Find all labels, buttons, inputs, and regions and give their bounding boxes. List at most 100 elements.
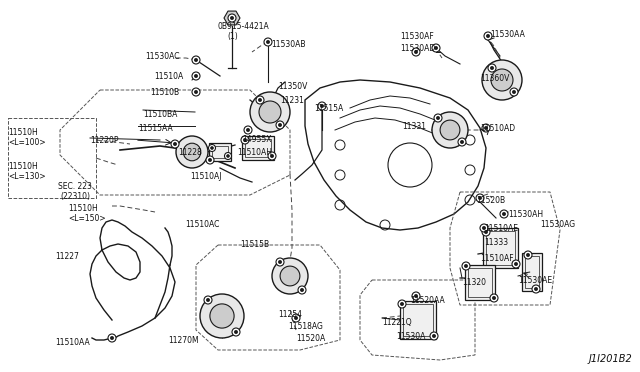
Circle shape	[192, 88, 200, 96]
Circle shape	[266, 41, 269, 44]
Circle shape	[488, 64, 496, 72]
Circle shape	[486, 34, 490, 38]
Circle shape	[490, 294, 498, 302]
Bar	[212, 146, 228, 158]
Text: 11530AA: 11530AA	[490, 30, 525, 39]
Text: 11530AG: 11530AG	[540, 220, 575, 229]
Circle shape	[460, 140, 463, 144]
Circle shape	[250, 92, 290, 132]
Circle shape	[225, 153, 232, 160]
Circle shape	[192, 56, 200, 64]
Circle shape	[484, 230, 488, 234]
Circle shape	[192, 72, 200, 80]
Text: 11227: 11227	[55, 252, 79, 261]
Circle shape	[482, 124, 490, 132]
Text: 11220P: 11220P	[90, 136, 118, 145]
Bar	[242, 136, 274, 160]
Text: 11510H: 11510H	[68, 204, 98, 213]
Bar	[245, 139, 271, 157]
Circle shape	[259, 99, 262, 102]
Text: 11520AA: 11520AA	[410, 296, 445, 305]
Circle shape	[108, 334, 116, 342]
Circle shape	[244, 126, 252, 134]
Circle shape	[484, 32, 492, 40]
Circle shape	[278, 260, 282, 264]
Text: 11530AC: 11530AC	[145, 52, 179, 61]
Text: 14955X: 14955X	[242, 135, 271, 144]
Text: 11530AF: 11530AF	[400, 32, 434, 41]
Circle shape	[270, 154, 274, 158]
Circle shape	[206, 298, 210, 302]
Bar	[468, 267, 492, 296]
Polygon shape	[224, 11, 240, 25]
Text: 11510AF: 11510AF	[480, 254, 514, 263]
Text: 11515AA: 11515AA	[138, 124, 173, 133]
Text: 11530A: 11530A	[396, 332, 426, 341]
Circle shape	[300, 288, 303, 292]
Circle shape	[500, 210, 508, 218]
Text: 11515B: 11515B	[240, 240, 269, 249]
Circle shape	[210, 304, 234, 328]
Text: 11510AJ: 11510AJ	[190, 172, 221, 181]
Circle shape	[462, 262, 470, 270]
Text: 11510B: 11510B	[150, 88, 179, 97]
Text: 11510AC: 11510AC	[185, 220, 220, 229]
Circle shape	[430, 332, 438, 340]
Circle shape	[434, 114, 442, 122]
Bar	[8, 118, 96, 198]
Text: 11510AA: 11510AA	[55, 338, 90, 347]
Circle shape	[398, 300, 406, 308]
Circle shape	[526, 253, 530, 257]
Circle shape	[204, 296, 212, 304]
Circle shape	[232, 328, 240, 336]
Circle shape	[171, 140, 179, 148]
Text: 11520B: 11520B	[476, 196, 505, 205]
Circle shape	[200, 294, 244, 338]
Circle shape	[272, 258, 308, 294]
Circle shape	[502, 212, 506, 216]
Text: 11510AE: 11510AE	[484, 224, 518, 233]
Circle shape	[276, 258, 284, 266]
Text: 11510AD: 11510AD	[480, 124, 515, 133]
Circle shape	[280, 266, 300, 286]
Circle shape	[228, 14, 236, 22]
Circle shape	[412, 48, 420, 56]
Circle shape	[111, 336, 114, 340]
Circle shape	[532, 285, 540, 293]
Circle shape	[482, 228, 490, 236]
Circle shape	[513, 90, 516, 94]
Text: 11510AH: 11510AH	[237, 148, 272, 157]
Circle shape	[480, 224, 488, 232]
Text: 11333: 11333	[484, 238, 508, 247]
Circle shape	[246, 128, 250, 132]
Circle shape	[276, 121, 284, 129]
Circle shape	[206, 156, 214, 164]
Circle shape	[415, 50, 418, 54]
Circle shape	[510, 88, 518, 96]
Text: (22310): (22310)	[60, 192, 90, 201]
Text: 11320: 11320	[462, 278, 486, 287]
Bar	[403, 304, 433, 336]
Circle shape	[491, 69, 513, 91]
Circle shape	[512, 260, 520, 268]
Text: 0B915-4421A: 0B915-4421A	[218, 22, 269, 31]
Circle shape	[436, 116, 440, 120]
Bar	[465, 264, 495, 299]
Circle shape	[440, 120, 460, 140]
Text: 11221Q: 11221Q	[382, 318, 412, 327]
Circle shape	[195, 74, 198, 78]
Text: 11510H: 11510H	[8, 162, 38, 171]
Text: 11518AG: 11518AG	[288, 322, 323, 331]
Text: 11510BA: 11510BA	[143, 110, 177, 119]
Circle shape	[484, 126, 488, 129]
Circle shape	[294, 317, 298, 320]
Bar	[486, 231, 515, 265]
Text: 11530AE: 11530AE	[518, 276, 552, 285]
Circle shape	[490, 66, 493, 70]
Circle shape	[264, 38, 272, 46]
Circle shape	[412, 292, 420, 300]
Circle shape	[243, 138, 246, 142]
Text: 11360V: 11360V	[480, 74, 509, 83]
Circle shape	[234, 330, 237, 334]
Text: 11530AD: 11530AD	[400, 44, 435, 53]
